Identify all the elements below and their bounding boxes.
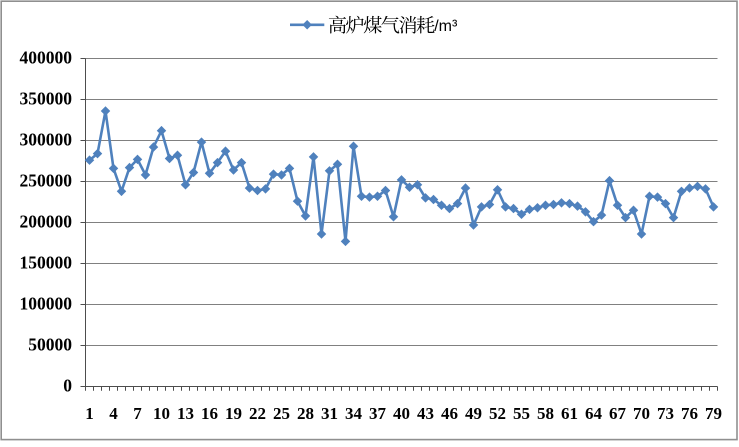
svg-text:46: 46 [441, 404, 458, 423]
svg-text:10: 10 [153, 404, 170, 423]
svg-text:55: 55 [513, 404, 530, 423]
svg-text:150000: 150000 [20, 253, 73, 273]
svg-text:31: 31 [321, 404, 338, 423]
svg-text:49: 49 [465, 404, 482, 423]
svg-text:7: 7 [133, 404, 142, 423]
svg-text:400000: 400000 [20, 48, 73, 68]
svg-text:200000: 200000 [20, 212, 73, 232]
svg-text:28: 28 [297, 404, 314, 423]
svg-text:61: 61 [561, 404, 578, 423]
svg-text:40: 40 [393, 404, 410, 423]
svg-text:100000: 100000 [20, 294, 73, 314]
svg-text:350000: 350000 [20, 89, 73, 109]
svg-text:25: 25 [273, 404, 290, 423]
svg-text:22: 22 [249, 404, 266, 423]
svg-text:1: 1 [85, 404, 94, 423]
svg-text:4: 4 [109, 404, 118, 423]
svg-text:52: 52 [489, 404, 506, 423]
svg-text:0: 0 [63, 376, 72, 396]
svg-text:/m³: /m³ [434, 18, 458, 35]
svg-text:19: 19 [225, 404, 242, 423]
svg-text:37: 37 [369, 404, 387, 423]
svg-text:73: 73 [657, 404, 674, 423]
svg-text:34: 34 [345, 404, 363, 423]
svg-text:300000: 300000 [20, 130, 73, 150]
svg-text:16: 16 [201, 404, 218, 423]
svg-text:58: 58 [537, 404, 554, 423]
svg-text:50000: 50000 [28, 335, 72, 355]
svg-text:76: 76 [681, 404, 698, 423]
svg-text:79: 79 [705, 404, 722, 423]
svg-text:64: 64 [585, 404, 603, 423]
svg-text:250000: 250000 [20, 171, 73, 191]
svg-text:70: 70 [633, 404, 650, 423]
svg-text:67: 67 [609, 404, 627, 423]
svg-text:13: 13 [177, 404, 194, 423]
svg-text:43: 43 [417, 404, 434, 423]
